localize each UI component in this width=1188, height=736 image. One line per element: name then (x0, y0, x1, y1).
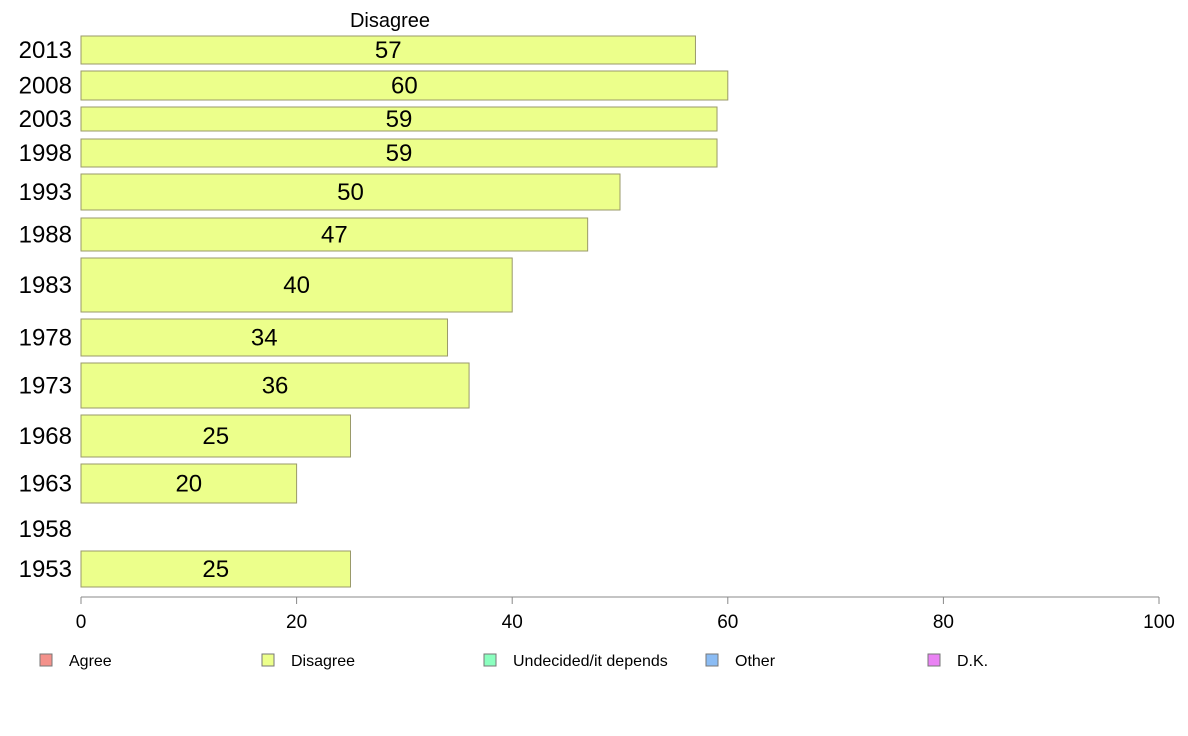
bars-group: 2013 57 2008 60 2003 59 1998 59 1993 50 1988 47 1983… (19, 35, 729, 588)
category-label: 1963 (19, 471, 72, 498)
category-label: 1998 (19, 140, 72, 167)
data-label: 47 (321, 222, 348, 249)
legend-swatch (927, 653, 941, 667)
x-tick-label: 40 (502, 612, 523, 633)
x-axis: 0 20 40 60 80 100 (76, 596, 1175, 633)
legend-swatch (705, 653, 719, 667)
x-tick-label: 60 (717, 612, 738, 633)
category-label: 1968 (19, 423, 72, 450)
x-tick-label: 20 (286, 612, 307, 633)
data-label: 25 (202, 556, 229, 583)
data-label: 20 (175, 471, 202, 498)
legend-item: Other (705, 653, 776, 670)
legend-label: Agree (69, 653, 112, 670)
legend-label: Undecided/it depends (513, 653, 668, 670)
data-label: 50 (337, 179, 364, 206)
legend-label: Other (735, 653, 776, 670)
legend-item: Disagree (261, 653, 355, 670)
data-label: 36 (262, 373, 289, 400)
bar (80, 257, 513, 313)
data-label: 59 (386, 140, 413, 167)
bar (80, 414, 351, 458)
category-label: 2013 (19, 37, 72, 64)
legend-swatch (261, 653, 275, 667)
data-label: 40 (283, 272, 310, 299)
legend-swatch (39, 653, 53, 667)
category-label: 1978 (19, 325, 72, 352)
legend-swatch (483, 653, 497, 667)
bar (80, 550, 351, 588)
bar (80, 318, 449, 357)
bar (80, 173, 621, 211)
data-label: 34 (251, 325, 278, 352)
x-tick-label: 80 (933, 612, 954, 633)
category-label: 1973 (19, 373, 72, 400)
bar (80, 70, 729, 101)
x-tick-label: 0 (76, 612, 87, 633)
chart-title: Disagree (350, 10, 430, 32)
data-label: 59 (386, 106, 413, 133)
bar (80, 106, 718, 132)
legend-item: Agree (39, 653, 112, 670)
category-label: 1953 (19, 556, 72, 583)
data-label: 60 (391, 73, 418, 100)
category-label: 1983 (19, 272, 72, 299)
data-label: 57 (375, 37, 402, 64)
legend-label: Disagree (291, 653, 355, 670)
data-label: 25 (202, 423, 229, 450)
bar (80, 138, 718, 168)
category-label: 2003 (19, 106, 72, 133)
legend-item: D.K. (927, 653, 988, 670)
category-label: 1958 (19, 516, 72, 543)
bar (80, 217, 589, 252)
category-label: 2008 (19, 73, 72, 100)
bar (80, 362, 470, 409)
bar (80, 35, 696, 65)
category-label: 1993 (19, 179, 72, 206)
legend-item: Undecided/it depends (483, 653, 668, 670)
bar (80, 463, 298, 504)
legend: Agree Disagree Undecided/it depends Other D.… (39, 653, 988, 670)
category-label: 1988 (19, 222, 72, 249)
x-tick-label: 100 (1143, 612, 1175, 633)
legend-label: D.K. (957, 653, 988, 670)
